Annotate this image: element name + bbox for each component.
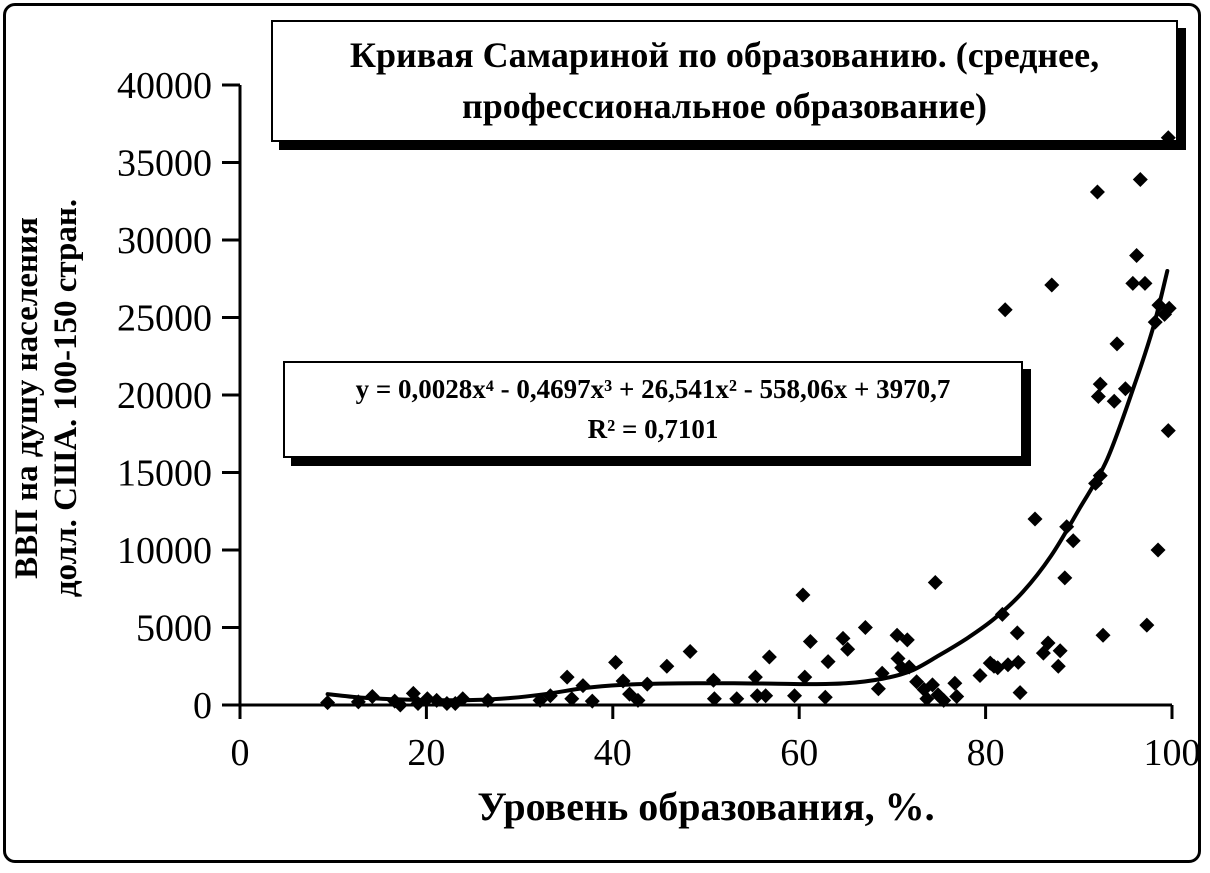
chart-outer-border bbox=[3, 3, 1201, 863]
x-axis-title: Уровень образования, %. bbox=[477, 784, 935, 829]
chart-title: Кривая Самариной по образованию. (средне… bbox=[349, 34, 1100, 126]
y-axis-title: ВВП на душу населения долл. США. 100-150… bbox=[9, 198, 84, 598]
trendline-equation: y = 0,0028x⁴ - 0,4697x³ + 26,541x² - 558… bbox=[355, 374, 951, 405]
r-squared-value: R² = 0,7101 bbox=[587, 413, 719, 444]
chart-title-box: Кривая Самариной по образованию. (средне… bbox=[271, 20, 1178, 142]
trendline-equation-box: y = 0,0028x⁴ - 0,4697x³ + 26,541x² - 558… bbox=[283, 361, 1023, 458]
